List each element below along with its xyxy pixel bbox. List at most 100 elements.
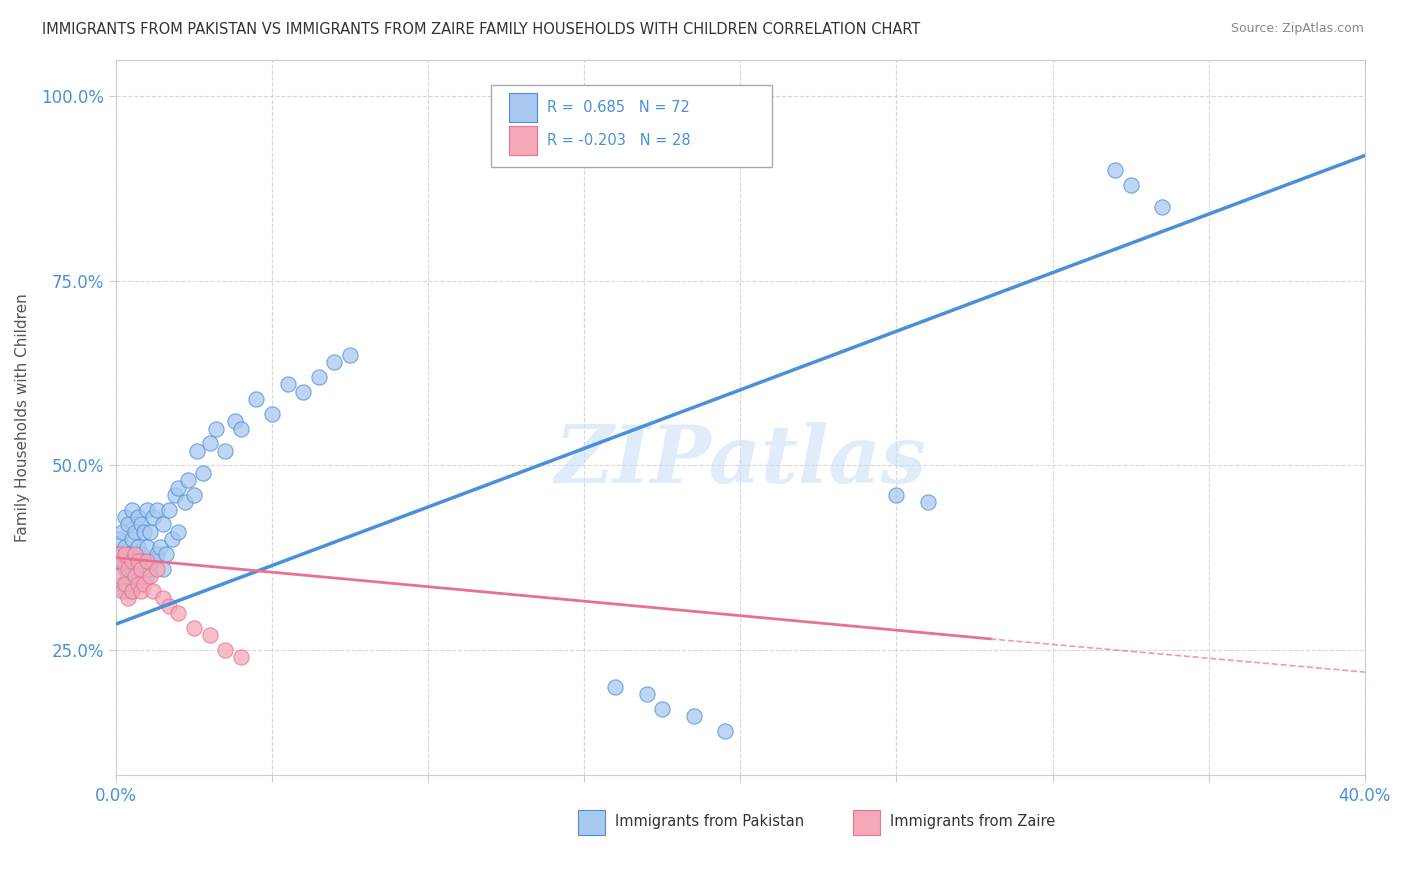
- Point: [124, 547, 146, 561]
- Point: [142, 510, 165, 524]
- Point: [177, 473, 200, 487]
- Point: [124, 569, 146, 583]
- Point: [145, 547, 167, 561]
- Point: [136, 569, 159, 583]
- Point: [149, 540, 172, 554]
- Point: [124, 569, 146, 583]
- Point: [1150, 200, 1173, 214]
- Point: [114, 510, 136, 524]
- Point: [145, 562, 167, 576]
- Point: [136, 502, 159, 516]
- Point: [108, 569, 131, 583]
- Point: [121, 554, 143, 568]
- Point: [114, 576, 136, 591]
- Point: [167, 524, 190, 539]
- Point: [117, 517, 139, 532]
- Point: [136, 540, 159, 554]
- Point: [713, 724, 735, 739]
- Point: [127, 540, 149, 554]
- Point: [111, 547, 134, 561]
- Point: [139, 524, 162, 539]
- Point: [145, 502, 167, 516]
- Bar: [509, 94, 537, 122]
- Point: [229, 421, 252, 435]
- Point: [229, 650, 252, 665]
- Point: [198, 628, 221, 642]
- Point: [129, 562, 152, 576]
- Point: [173, 495, 195, 509]
- Point: [157, 599, 180, 613]
- Bar: [509, 126, 537, 155]
- Bar: [853, 810, 880, 835]
- Text: R = -0.203   N = 28: R = -0.203 N = 28: [547, 133, 690, 148]
- Point: [323, 355, 346, 369]
- Point: [127, 510, 149, 524]
- Point: [117, 569, 139, 583]
- Point: [152, 517, 174, 532]
- Point: [114, 562, 136, 576]
- Point: [132, 576, 155, 591]
- Point: [132, 554, 155, 568]
- Text: Immigrants from Zaire: Immigrants from Zaire: [890, 814, 1056, 830]
- Point: [1119, 178, 1142, 192]
- Point: [121, 533, 143, 547]
- Point: [152, 591, 174, 606]
- Point: [124, 524, 146, 539]
- Point: [108, 533, 131, 547]
- Point: [224, 414, 246, 428]
- Point: [167, 481, 190, 495]
- Text: Source: ZipAtlas.com: Source: ZipAtlas.com: [1230, 22, 1364, 36]
- Point: [114, 583, 136, 598]
- Point: [111, 554, 134, 568]
- Point: [139, 562, 162, 576]
- Point: [165, 488, 187, 502]
- Point: [108, 554, 131, 568]
- Point: [111, 583, 134, 598]
- Point: [129, 576, 152, 591]
- Point: [111, 524, 134, 539]
- Point: [198, 436, 221, 450]
- Point: [167, 606, 190, 620]
- Text: IMMIGRANTS FROM PAKISTAN VS IMMIGRANTS FROM ZAIRE FAMILY HOUSEHOLDS WITH CHILDRE: IMMIGRANTS FROM PAKISTAN VS IMMIGRANTS F…: [42, 22, 921, 37]
- Point: [114, 547, 136, 561]
- Point: [155, 547, 177, 561]
- Point: [124, 547, 146, 561]
- Point: [142, 554, 165, 568]
- Point: [121, 554, 143, 568]
- Point: [214, 443, 236, 458]
- Point: [205, 421, 228, 435]
- Point: [886, 488, 908, 502]
- Point: [605, 680, 627, 694]
- Point: [183, 488, 205, 502]
- FancyBboxPatch shape: [491, 85, 772, 167]
- Point: [111, 576, 134, 591]
- Point: [193, 466, 215, 480]
- Bar: [578, 810, 606, 835]
- Point: [292, 384, 315, 399]
- Point: [121, 583, 143, 598]
- Point: [186, 443, 208, 458]
- Point: [108, 547, 131, 561]
- Point: [157, 502, 180, 516]
- Point: [121, 502, 143, 516]
- Point: [339, 348, 361, 362]
- Point: [127, 562, 149, 576]
- Point: [636, 687, 658, 701]
- Point: [139, 569, 162, 583]
- Point: [245, 392, 267, 406]
- Point: [129, 583, 152, 598]
- Point: [277, 377, 299, 392]
- Point: [1104, 163, 1126, 178]
- Point: [260, 407, 283, 421]
- Y-axis label: Family Households with Children: Family Households with Children: [15, 293, 30, 541]
- Point: [121, 583, 143, 598]
- Point: [183, 621, 205, 635]
- Text: Immigrants from Pakistan: Immigrants from Pakistan: [616, 814, 804, 830]
- Point: [142, 583, 165, 598]
- Point: [152, 562, 174, 576]
- Point: [682, 709, 704, 723]
- Point: [129, 547, 152, 561]
- Point: [114, 540, 136, 554]
- Point: [129, 517, 152, 532]
- Point: [917, 495, 939, 509]
